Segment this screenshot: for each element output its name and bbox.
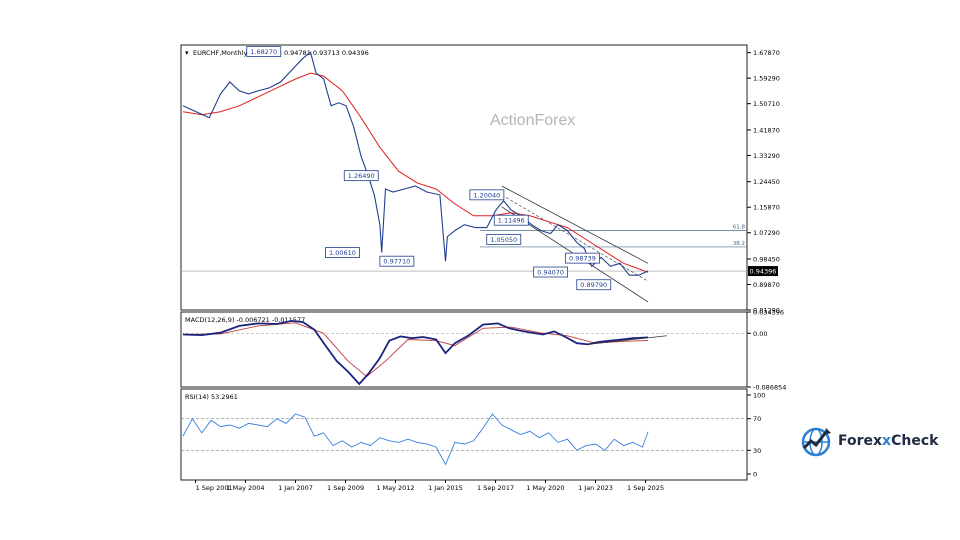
- annotation-box: [565, 252, 600, 264]
- macd-line: [182, 319, 649, 386]
- macd-axis-label: -0.086854: [753, 384, 786, 392]
- price-layer: 1.68270 1.26490 1.00610 0.97710 1.20040 1.114…: [182, 46, 649, 291]
- macd-axis-label: 0.00: [753, 330, 767, 338]
- price-panel-header-arrow: ▾: [185, 49, 189, 57]
- x-axis-label: 1 Sep 2001: [196, 484, 233, 492]
- annotation-label: 0.94070: [537, 269, 564, 277]
- axis-layer: 1.67870 1.59290 1.50710 1.41870 1.33290 1.244…: [195, 49, 786, 492]
- rsi-line: [182, 413, 649, 466]
- x-axis-label: 1 Sep 2009: [327, 484, 364, 492]
- rsi-layer: [182, 413, 649, 466]
- annotation-box: [533, 266, 569, 278]
- annotation-box: [343, 170, 379, 182]
- rsi-axis-label: 30: [753, 447, 761, 455]
- rsi-panel: [180, 388, 748, 481]
- price-axis-label: 1.67870: [753, 49, 780, 57]
- annotation-label: 1.05050: [490, 236, 517, 244]
- annotation-box: [469, 189, 505, 201]
- annotation-label: 1.11496: [498, 217, 525, 225]
- macd-layer: [182, 319, 667, 386]
- macd-axis-label: 0.034396: [753, 309, 784, 317]
- annotation-label: 1.26490: [348, 172, 375, 180]
- price-axis-label: 1.33290: [753, 152, 780, 160]
- rsi-axis-label: 70: [753, 415, 761, 423]
- rsi-axis-label: 0: [753, 471, 757, 479]
- price-axis-label: 0.98450: [753, 255, 780, 263]
- channel-middle-line: [501, 194, 649, 282]
- price-axis-label: 1.24450: [753, 178, 780, 186]
- watermark: ActionForex: [490, 112, 575, 129]
- price-axis-label: 1.50710: [753, 100, 780, 108]
- annotation-label: 0.98739: [569, 255, 596, 263]
- x-axis-label: 1 Jan 2007: [278, 484, 313, 492]
- x-axis-label: 1 May 2012: [376, 484, 414, 492]
- fib-level-label: 61.8: [733, 225, 746, 231]
- macd-trendline: [587, 335, 667, 345]
- annotation-label: 1.00610: [329, 249, 356, 257]
- price-axis-label: 1.59290: [753, 75, 780, 83]
- annotation-label: 0.97710: [383, 258, 410, 266]
- annotation-label: 1.68270: [250, 48, 277, 56]
- annotation-box: [379, 255, 415, 267]
- price-axis-label: 0.81290: [753, 307, 780, 315]
- price-axis-label: 0.89870: [753, 281, 780, 289]
- price-panel-title: EURCHF,Monthly: [193, 49, 247, 57]
- price-axis-label: 1.41870: [753, 126, 780, 134]
- x-axis-label: 1 Sep 2025: [627, 484, 664, 492]
- moving-average-line: [182, 72, 649, 273]
- fib-level-label: 38.2: [733, 241, 745, 247]
- x-axis-label: 1 Sep 2017: [477, 484, 514, 492]
- current-price-label: 0.94396: [750, 268, 777, 276]
- globe-chart-icon: [801, 427, 831, 457]
- price-axis-label: 1.07290: [753, 229, 780, 237]
- price-line: [182, 51, 649, 276]
- forexcheck-logo: ForexxCheck: [800, 424, 938, 458]
- channel-upper-line: [501, 185, 649, 264]
- annotation-box: [325, 247, 360, 258]
- annotation-box: [576, 279, 612, 291]
- annotation-box: [246, 46, 282, 57]
- annotation-label: 1.20040: [473, 191, 500, 199]
- annotation-box: [493, 214, 529, 226]
- price-panel: [180, 44, 748, 311]
- macd-panel-title: MACD(12,26,9) -0.006721 -0.011577: [185, 316, 305, 324]
- ohlc-label: 0.93855 0.94781 0.93713 0.94396: [255, 49, 369, 57]
- current-price-box: [748, 266, 778, 277]
- x-axis-label: 1 Jan 2015: [428, 484, 463, 492]
- annotation-label: 0.89790: [580, 281, 607, 289]
- x-axis-label: 1 Jan 2023: [578, 484, 613, 492]
- x-axis-label: 1 May 2020: [526, 484, 564, 492]
- logo-text: ForexxCheck: [838, 433, 939, 449]
- annotation-box: [486, 233, 522, 245]
- rsi-panel-title: RSI(14) 53.2961: [185, 393, 238, 401]
- macd-signal-line: [182, 322, 649, 378]
- price-axis-label: 1.15870: [753, 204, 780, 212]
- x-axis-label: 1 May 2004: [226, 484, 264, 492]
- rsi-axis-label: 100: [753, 392, 765, 400]
